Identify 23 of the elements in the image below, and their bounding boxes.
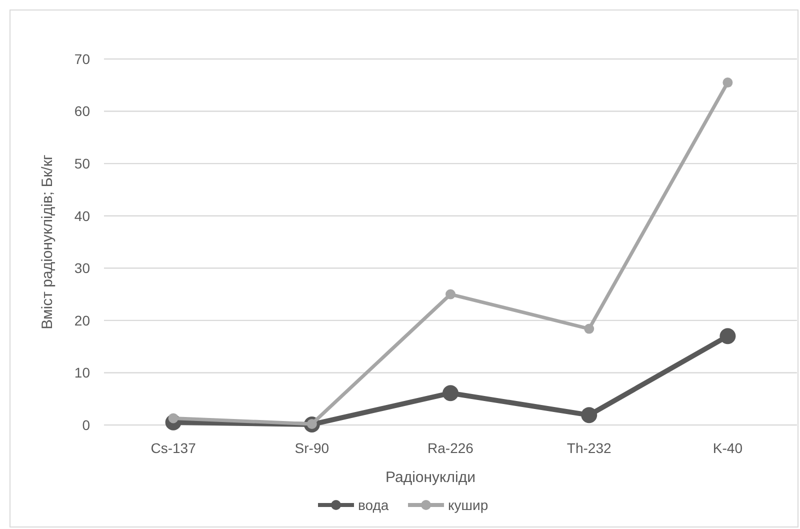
x-axis-title: Радіонукліди [385,469,476,486]
y-tick-label: 40 [74,208,90,224]
point [581,407,598,424]
y-tick-label: 10 [74,364,90,381]
point [442,385,458,402]
point [584,324,594,334]
x-tick-label: Sr-90 [294,440,330,456]
y-tick-label: 50 [74,155,90,172]
legend-label: кушир [448,496,488,513]
y-axis-title: Вміст радіонуклідів; Бк/кг [39,154,56,330]
x-tick-label: Ra-226 [428,440,474,456]
y-tick-label: 60 [74,103,90,120]
y-tick-label: 20 [74,312,90,328]
legend-label: вода [358,496,389,513]
x-tick-label: Cs-137 [150,440,196,456]
y-tick-label: 30 [74,260,90,276]
y-tick-label: 70 [74,50,90,67]
x-tick-label: Th-232 [566,440,612,456]
x-tick-label: K-40 [712,440,743,456]
point [722,78,733,88]
point [720,328,736,344]
y-tick-label: 0 [82,416,90,433]
point [446,289,456,300]
